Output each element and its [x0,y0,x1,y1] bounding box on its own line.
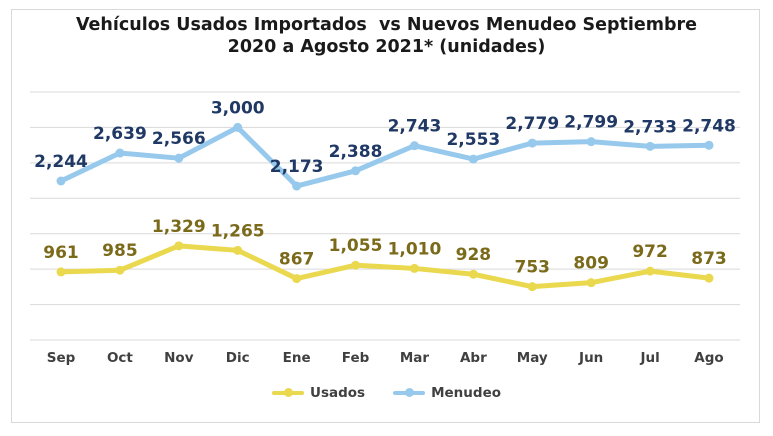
data-label: 1,265 [211,221,265,241]
data-label: 2,566 [152,129,206,149]
data-point [704,273,714,283]
data-label: 809 [573,254,609,274]
legend-label-usados: Usados [310,385,366,401]
data-label: 2,388 [329,142,383,162]
legend-item-usados: Usados [272,385,365,401]
data-point [645,266,655,276]
data-label: 985 [102,241,138,261]
legend-label-menudeo: Menudeo [431,385,501,401]
x-tick-label: Feb [342,350,370,366]
data-label: 2,748 [682,116,736,136]
legend: Usados Menudeo [0,385,773,401]
data-point [292,274,302,284]
data-point [233,122,243,132]
data-label: 2,733 [623,117,677,137]
data-point [409,141,419,151]
data-label: 873 [691,249,727,269]
data-point [115,148,125,158]
x-tick-label: Abr [460,350,487,366]
data-label: 2,244 [34,152,88,172]
data-point [233,245,243,255]
data-label: 972 [632,242,668,262]
data-label: 961 [43,243,79,263]
data-label: 2,799 [564,113,618,133]
data-label: 753 [515,258,551,278]
data-label: 2,743 [388,117,442,137]
x-tick-label: Ago [694,350,723,366]
x-tick-label: Jul [639,350,659,366]
series-line-menudeo [58,124,712,189]
legend-swatch-usados [272,388,304,397]
data-point [527,138,537,148]
data-point [351,260,361,270]
x-tick-label: May [517,350,548,366]
data-label: 928 [456,245,492,265]
data-point [586,137,596,147]
data-point [468,269,478,279]
data-label: 1,329 [152,217,206,237]
data-point [56,176,66,186]
x-tick-label: Ene [283,350,311,366]
data-label: 1,010 [388,239,442,259]
data-point [292,181,302,191]
data-point [351,166,361,176]
data-point [704,140,714,150]
data-label: 2,173 [270,157,324,177]
data-point [468,154,478,164]
data-point [174,241,184,251]
data-label: 3,000 [211,98,265,118]
legend-swatch-menudeo [393,388,426,397]
x-tick-label: Sep [47,350,76,366]
data-point [56,267,66,277]
data-point [527,282,537,292]
data-label: 2,779 [505,114,559,134]
x-tick-label: Mar [400,350,430,366]
chart-frame [11,9,760,423]
data-point [586,278,596,288]
series-line-usados [58,243,712,290]
chart-title: Vehículos Usados Importados vs Nuevos Me… [0,14,773,58]
data-label: 2,639 [93,124,147,144]
x-tick-label: Oct [107,350,133,366]
x-tick-label: Dic [226,350,250,366]
x-tick-label: Jun [578,350,603,366]
data-point [174,153,184,163]
chart-title-line-2: 2020 a Agosto 2021* (unidades) [227,37,546,57]
data-label: 867 [279,250,315,270]
chart-title-line-1: Vehículos Usados Importados vs Nuevos Me… [75,15,698,35]
data-label: 1,055 [329,236,383,256]
data-point [115,265,125,275]
data-point [409,263,419,273]
data-point [645,141,655,151]
legend-item-menudeo: Menudeo [393,385,501,401]
x-tick-label: Nov [164,350,194,366]
data-label: 2,553 [446,130,500,150]
